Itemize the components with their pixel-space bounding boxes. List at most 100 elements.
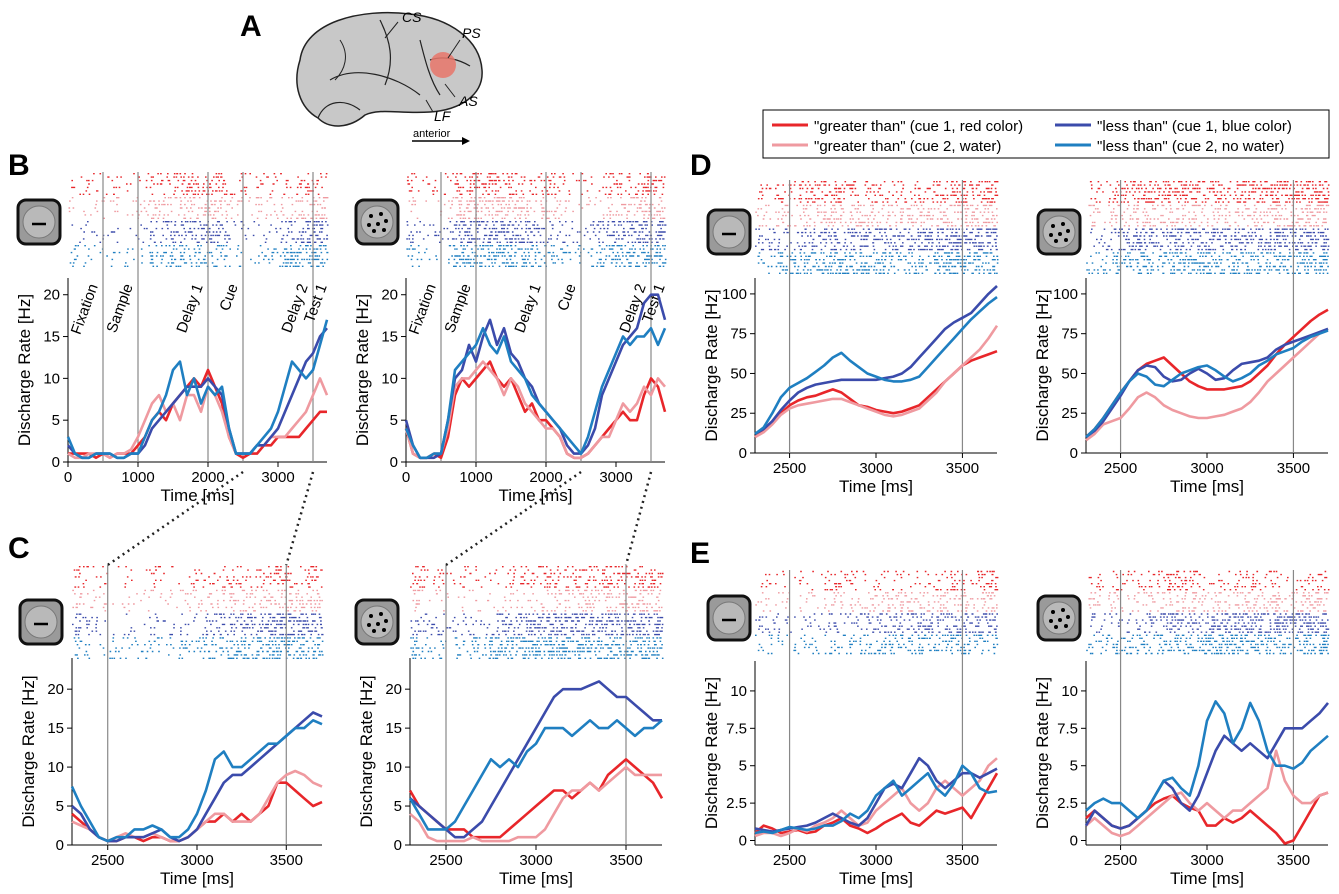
x-tick-label: 3500 [1277, 460, 1310, 477]
series-line [70, 718, 323, 843]
y-tick-label: 15 [385, 720, 402, 737]
raster [755, 228, 998, 251]
raster [410, 613, 664, 636]
series-line [1085, 700, 1329, 820]
cue-icon-dot [1054, 625, 1058, 629]
panel-label: A [240, 10, 262, 43]
cue-icon-dot [1064, 238, 1068, 242]
x-tick-label: 3000 [1190, 852, 1223, 869]
cue-icon-dot [1049, 619, 1053, 623]
x-tick-label: 2500 [773, 852, 806, 869]
cue-icon-disc [1042, 215, 1076, 249]
y-axis-label: Discharge Rate [Hz] [357, 675, 376, 827]
x-axis-label: Time [ms] [160, 869, 234, 888]
x-tick-label: 1000 [121, 469, 154, 486]
cue-icon-dot [376, 622, 380, 626]
x-axis-label: Time [ms] [161, 486, 235, 505]
y-tick-label: 7.5 [726, 720, 747, 737]
cue-icon-dot [379, 612, 383, 616]
series-line [404, 326, 667, 460]
legend-label: "less than" (cue 1, blue color) [1097, 118, 1292, 135]
raster [73, 566, 323, 588]
raster [1088, 592, 1329, 612]
chart-panel: 0 5 10 15 20 2500 3000 3500 Time [ms] Discharge R… [18, 565, 324, 888]
cue-icon-dot [1051, 224, 1055, 228]
legend-label: "less than" (cue 2, no water) [1097, 138, 1284, 155]
x-tick-label: 3000 [859, 460, 892, 477]
x-tick-label: 0 [64, 469, 72, 486]
raster [71, 173, 328, 195]
y-tick-label: 0 [739, 833, 747, 850]
x-tick-label: 2500 [1104, 852, 1137, 869]
y-tick-label: 50 [730, 365, 747, 382]
raster [406, 173, 666, 195]
x-axis-label: Time [ms] [1170, 477, 1244, 496]
series-line [1085, 327, 1329, 442]
cue-icon-dot [1049, 233, 1053, 237]
y-axis-label: Discharge Rate [Hz] [702, 289, 721, 441]
raster [755, 634, 999, 655]
event-label: Delay 1 [511, 282, 544, 336]
x-tick-label: 3000 [859, 852, 892, 869]
series-line [754, 324, 999, 439]
cue-icon-dot [1058, 618, 1062, 622]
y-tick-label: 5 [56, 798, 64, 815]
y-tick-label: 75 [1061, 326, 1078, 343]
series-line [67, 377, 329, 460]
event-label: Fixation [406, 282, 440, 337]
raster [1089, 181, 1330, 203]
event-label: Cue [216, 282, 241, 314]
x-tick-label: 3000 [1190, 460, 1223, 477]
x-axis-label: Time [ms] [499, 869, 573, 888]
x-axis-label: Time [ms] [839, 869, 913, 888]
chart-panel: 0 25 50 75 100 2500 3000 3500 Time [ms] Discharge… [702, 180, 999, 496]
y-tick-label: 0 [56, 837, 64, 854]
raster [410, 637, 664, 659]
cue-icon-dot [379, 212, 383, 216]
cue-icon-dot [1058, 232, 1062, 236]
x-axis-label: Time [ms] [1170, 869, 1244, 888]
y-axis-label: Discharge Rate [Hz] [15, 294, 34, 446]
cue-icon-dot [1051, 610, 1055, 614]
cue-icon-disc [712, 215, 746, 249]
brain-label: AS [458, 93, 478, 109]
raster [755, 204, 998, 227]
chart-panel: 0 5 10 15 20 0 1000 2000 3000 Time [ms] Discharge … [15, 172, 331, 505]
x-tick-label: 3000 [261, 469, 294, 486]
series-line [409, 765, 662, 843]
y-tick-label: 5 [1070, 758, 1078, 775]
event-label: Delay 1 [173, 282, 206, 336]
y-tick-label: 0 [1070, 833, 1078, 850]
cue-icon-disc [360, 205, 394, 239]
chart-panel: 0 2.5 5 7.5 10 2500 3000 3500 Time [ms] Discharge… [1033, 570, 1330, 888]
series-line [754, 296, 998, 435]
brain-diagram [296, 11, 483, 145]
x-tick-label: 3000 [180, 852, 213, 869]
cue-icon-dot [372, 629, 376, 633]
raster [1090, 228, 1330, 251]
x-tick-label: 2500 [429, 852, 462, 869]
cue-icon-dot [384, 219, 388, 223]
y-tick-label: 20 [43, 287, 60, 304]
series-line [1084, 702, 1330, 830]
raster [72, 589, 323, 612]
raster [755, 592, 998, 612]
series-line [1085, 327, 1329, 439]
raster [69, 245, 329, 267]
x-tick-label: 3500 [946, 460, 979, 477]
legend-label: "greater than" (cue 1, red color) [814, 118, 1023, 135]
raster [755, 613, 998, 633]
y-tick-label: 5 [52, 412, 60, 429]
x-tick-label: 3000 [519, 852, 552, 869]
x-tick-label: 3500 [609, 852, 642, 869]
cue-icon-dot [382, 628, 386, 632]
x-tick-label: 2500 [91, 852, 124, 869]
series-line [754, 349, 998, 439]
y-tick-label: 2.5 [1057, 795, 1078, 812]
cue-icon-disc [1042, 601, 1076, 635]
x-tick-label: 1000 [459, 469, 492, 486]
y-tick-label: 0 [1070, 445, 1078, 462]
panel-label: B [8, 149, 30, 182]
y-tick-label: 20 [47, 681, 64, 698]
raster [72, 613, 324, 636]
